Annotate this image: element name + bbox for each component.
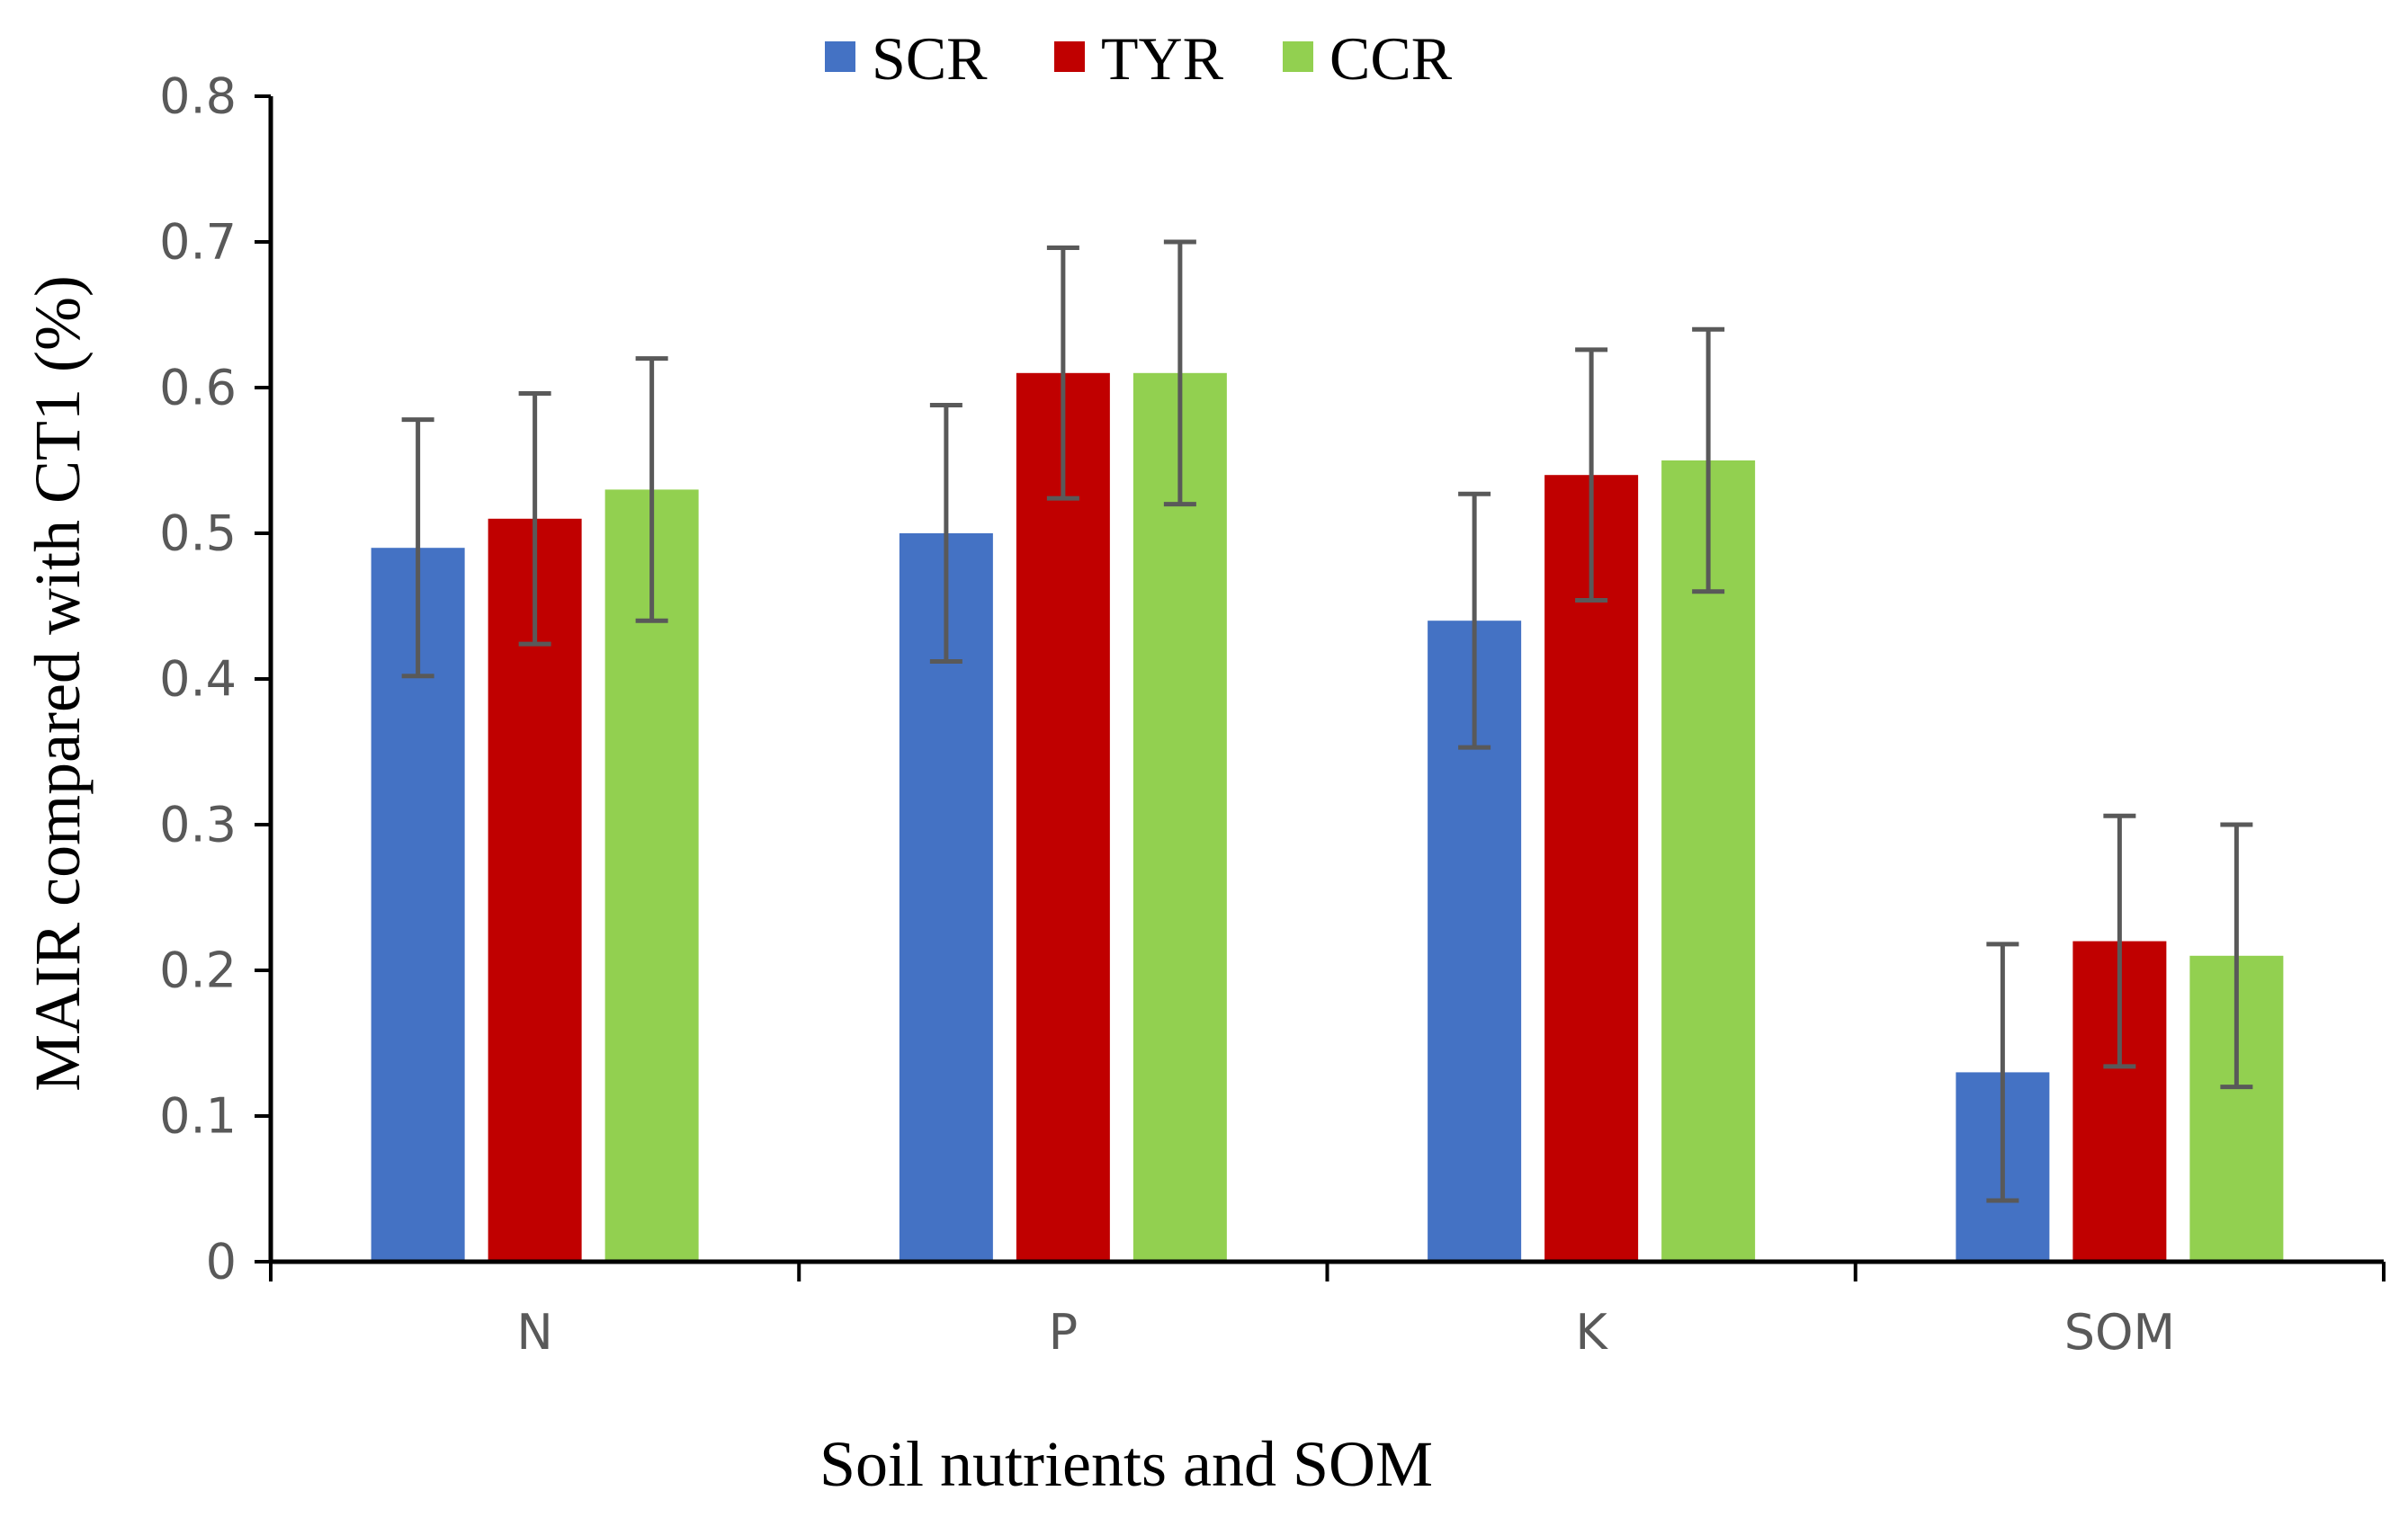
legend: SCR TYR CCR <box>825 24 1453 93</box>
y-tick-label: 0.7 <box>159 214 237 271</box>
y-tick-label: 0 <box>206 1234 237 1290</box>
bar-ccr-p <box>1132 372 1227 1262</box>
legend-swatch-scr <box>825 41 855 72</box>
bar-tyr-p <box>1016 372 1110 1262</box>
y-tick-label: 0.2 <box>159 942 237 999</box>
x-tick-label: N <box>516 1304 552 1361</box>
legend-label-ccr: CCR <box>1329 24 1453 93</box>
error-bars <box>401 239 2253 1203</box>
bar-tyr-k <box>1544 475 1639 1262</box>
x-tick-label: P <box>1049 1304 1079 1361</box>
x-tick-label: K <box>1575 1304 1608 1361</box>
bars <box>371 372 2284 1262</box>
legend-label-tyr: TYR <box>1101 24 1224 93</box>
legend-swatch-tyr <box>1054 41 1085 72</box>
x-axis-ticks: N P K SOM <box>269 1262 2386 1361</box>
y-tick-label: 0.5 <box>159 505 237 562</box>
y-tick-label: 0.6 <box>159 360 237 416</box>
x-axis-title: Soil nutrients and SOM <box>819 1428 1433 1500</box>
x-tick-label: SOM <box>2064 1304 2175 1361</box>
y-tick-label: 0.8 <box>159 68 237 125</box>
y-tick-label: 0.3 <box>159 797 237 853</box>
legend-label-scr: SCR <box>872 24 988 93</box>
legend-swatch-ccr <box>1283 41 1313 72</box>
y-tick-label: 0.4 <box>159 651 237 708</box>
y-axis-title: MAIR compared with CT1 (%) <box>22 275 94 1092</box>
y-tick-label: 0.1 <box>159 1088 237 1145</box>
bar-ccr-k <box>1661 460 1756 1262</box>
y-axis-ticks: 0 0.1 0.2 0.3 0.4 0.5 0.6 0.7 0.8 <box>159 68 271 1290</box>
